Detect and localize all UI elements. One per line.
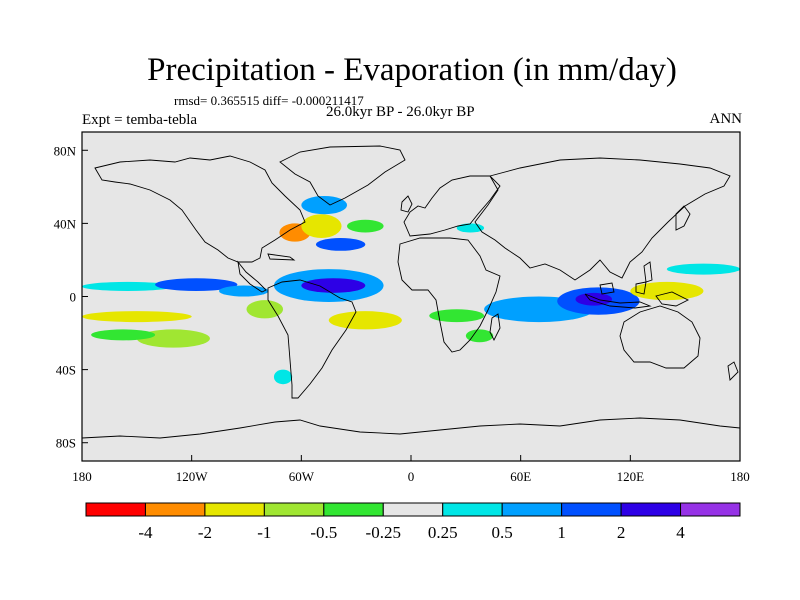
colorbar-label-6: 0.5 bbox=[492, 523, 513, 542]
colorbar-swatch-7 bbox=[501, 502, 563, 517]
x-tick-label-0: 180 bbox=[72, 469, 92, 484]
data-region-9 bbox=[246, 300, 284, 319]
colorbar-swatch-8 bbox=[561, 502, 622, 517]
data-region-19 bbox=[630, 281, 704, 301]
x-tick-label-4: 60E bbox=[510, 469, 531, 484]
data-region-21 bbox=[429, 309, 485, 323]
coastlines bbox=[82, 145, 740, 439]
data-region-20 bbox=[666, 263, 740, 275]
data-region-3 bbox=[82, 311, 192, 323]
data-region-12 bbox=[315, 238, 366, 251]
data-region-4 bbox=[136, 329, 210, 348]
x-tick-label-2: 60W bbox=[289, 469, 315, 484]
colorbar-label-1: -2 bbox=[198, 523, 212, 542]
colorbar-label-3: -0.5 bbox=[310, 523, 337, 542]
season-label: ANN bbox=[709, 111, 743, 127]
colorbar-swatch-2 bbox=[204, 502, 265, 517]
data-region-11 bbox=[301, 214, 342, 239]
colorbar-label-0: -4 bbox=[138, 523, 153, 542]
x-tick-label-1: 120W bbox=[176, 469, 209, 484]
colorbar-swatch-10 bbox=[680, 502, 741, 517]
x-tick-label-5: 120E bbox=[617, 469, 645, 484]
data-region-18 bbox=[575, 292, 613, 306]
data-region-14 bbox=[347, 219, 384, 233]
data-region-1 bbox=[155, 278, 238, 292]
colorbar-label-5: 0.25 bbox=[428, 523, 458, 542]
colorbar-swatch-5 bbox=[382, 502, 444, 517]
data-region-13 bbox=[301, 195, 348, 215]
time-label: 26.0kyr BP - 26.0kyr BP bbox=[326, 104, 475, 120]
y-tick-label-0: 80N bbox=[54, 143, 77, 158]
data-region-15 bbox=[456, 223, 485, 233]
chart-title: Precipitation - Evaporation (in mm/day) bbox=[147, 52, 677, 88]
colorbar-label-7: 1 bbox=[557, 523, 566, 542]
x-tick-label-3: 0 bbox=[408, 469, 415, 484]
colorbar-label-8: 2 bbox=[617, 523, 626, 542]
colorbar-label-4: -0.25 bbox=[366, 523, 401, 542]
colorbar-swatch-6 bbox=[442, 502, 503, 517]
data-region-8 bbox=[328, 311, 402, 330]
stats-label: rmsd= 0.365515 diff= -0.000211417 bbox=[174, 93, 364, 108]
y-tick-label-1: 40N bbox=[54, 216, 77, 231]
experiment-label: Expt = temba-tebla bbox=[82, 112, 198, 128]
y-tick-label-2: 0 bbox=[70, 290, 77, 305]
colorbar-swatch-0 bbox=[85, 502, 146, 517]
colorbar-label-9: 4 bbox=[676, 523, 685, 542]
colorbar-label-2: -1 bbox=[257, 523, 271, 542]
colorbar-swatch-1 bbox=[144, 502, 206, 517]
data-region-0 bbox=[82, 281, 174, 292]
data-region-5 bbox=[91, 329, 156, 341]
data-region-7 bbox=[301, 278, 366, 293]
y-tick-label-3: 40S bbox=[56, 363, 76, 378]
colorbar-swatch-3 bbox=[263, 502, 325, 517]
colorbar-swatch-9 bbox=[620, 502, 682, 517]
colorbar-swatch-4 bbox=[323, 502, 384, 517]
y-tick-label-4: 80S bbox=[56, 436, 76, 451]
x-tick-label-6: 180 bbox=[730, 469, 750, 484]
data-region-23 bbox=[273, 369, 293, 385]
data-region-22 bbox=[465, 329, 494, 343]
